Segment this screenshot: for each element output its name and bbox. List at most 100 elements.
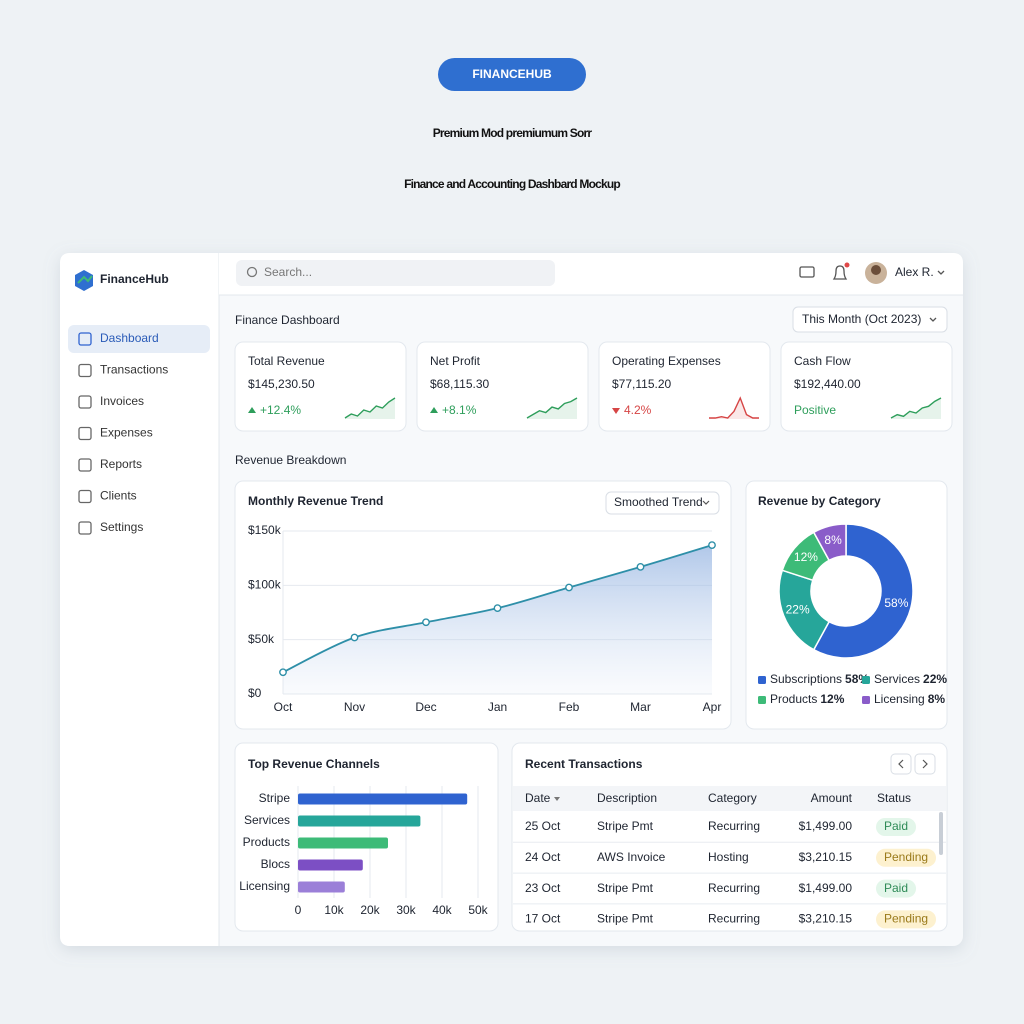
kpi-arrow — [430, 407, 438, 413]
nav-item[interactable]: Reports — [78, 457, 142, 472]
search-box[interactable] — [236, 260, 555, 286]
legend-value: 8% — [928, 692, 946, 706]
x-tick-label: Dec — [415, 700, 436, 714]
nav-item[interactable]: Clients — [78, 489, 137, 504]
mail-icon[interactable] — [799, 266, 815, 278]
y-tick-label: $0 — [248, 686, 262, 700]
nav-item[interactable]: Transactions — [78, 363, 168, 378]
cell: 17 Oct — [525, 912, 561, 926]
status-text: Paid — [884, 881, 908, 895]
legend-entry: Products 12% — [770, 692, 845, 706]
kpi-change: Positive — [794, 403, 836, 417]
period: This Month (Oct 2023) — [802, 312, 921, 326]
scrollbar — [939, 812, 943, 855]
y-tick-label: Blocs — [261, 857, 290, 871]
nav-label: Expenses — [100, 426, 153, 440]
nav-icon — [78, 426, 92, 441]
x-tick-label: Mar — [630, 700, 651, 714]
nav-icon — [78, 489, 92, 504]
legend-name: Subscriptions — [770, 672, 842, 686]
trend-select[interactable] — [605, 491, 720, 515]
pager-button[interactable] — [914, 753, 936, 775]
kpi-value: $145,230.50 — [248, 377, 315, 391]
cell: Stripe Pmt — [597, 819, 654, 833]
pager-button[interactable] — [890, 753, 912, 775]
column-header: Date — [525, 791, 551, 805]
column-header: Description — [597, 791, 657, 805]
sparkline — [526, 397, 578, 419]
nav-item[interactable]: Settings — [78, 520, 143, 535]
nav-item[interactable]: Invoices — [78, 394, 144, 409]
sparkline-area — [709, 398, 759, 419]
kpi-change: +12.4% — [260, 403, 301, 417]
nav-label: Dashboard — [100, 331, 159, 345]
cell: $3,210.15 — [799, 850, 853, 864]
sparkline — [344, 397, 396, 419]
search-icon — [246, 266, 258, 278]
kpi-card — [598, 341, 771, 432]
period-chevron — [929, 317, 937, 322]
x-tick-label: Feb — [559, 700, 580, 714]
status-pill — [876, 818, 917, 836]
column-header: Amount — [811, 791, 853, 805]
bell-dot — [844, 262, 850, 268]
chart-title: Revenue by Category — [758, 494, 881, 508]
y-tick-label: Services — [244, 813, 290, 827]
nav-label: Clients — [100, 489, 137, 503]
x-tick-label: 40k — [432, 903, 452, 917]
cell: $3,210.15 — [799, 912, 853, 926]
nav-item[interactable]: Dashboard — [68, 325, 210, 353]
select-chevron — [702, 500, 710, 505]
point — [565, 583, 573, 592]
legend-entry: Subscriptions 58% — [770, 672, 869, 686]
slice-label: 22% — [786, 602, 810, 616]
sparkline-area — [345, 398, 395, 419]
y-tick-label: $100k — [248, 578, 282, 592]
cell: $1,499.00 — [799, 881, 853, 895]
point — [422, 618, 430, 627]
nav-item[interactable]: Expenses — [78, 426, 153, 441]
cell: Stripe Pmt — [597, 881, 654, 895]
nav-label: Reports — [100, 457, 142, 471]
cell: 23 Oct — [525, 881, 561, 895]
nav-label: Settings — [100, 520, 143, 534]
bar — [298, 793, 468, 805]
nav-label: Invoices — [100, 394, 144, 408]
point — [493, 604, 502, 613]
sparkline-area — [527, 398, 577, 419]
y-tick-label: Stripe — [259, 791, 291, 805]
bar — [298, 837, 388, 849]
kpi-arrow — [612, 408, 620, 414]
status-text: Paid — [884, 819, 908, 833]
cell: 25 Oct — [525, 819, 561, 833]
cell: $1,499.00 — [799, 819, 853, 833]
table-card — [511, 742, 948, 932]
area — [283, 545, 712, 694]
kpi-value: $192,440.00 — [794, 377, 861, 391]
chart-title: Top Revenue Channels — [248, 757, 380, 771]
status-pill — [876, 848, 937, 867]
search-placeholder: Search... — [264, 265, 312, 279]
slice-label: 8% — [824, 533, 842, 547]
bar — [298, 881, 345, 893]
nav-icon — [78, 363, 92, 378]
point — [279, 668, 287, 677]
legend-name: Licensing — [874, 692, 925, 706]
legend-swatch — [862, 696, 870, 704]
section-title: Revenue Breakdown — [235, 453, 346, 467]
x-tick-label: 20k — [360, 903, 380, 917]
point — [636, 562, 645, 571]
slice-label: 58% — [884, 596, 908, 610]
period-select[interactable] — [792, 306, 948, 333]
x-tick-label: Jan — [488, 700, 507, 714]
column-header: Status — [877, 791, 911, 805]
trend-select-label: Smoothed Trend — [614, 495, 703, 509]
bar — [298, 815, 421, 827]
kpi-change: +8.1% — [442, 403, 477, 417]
table-title: Recent Transactions — [525, 757, 643, 771]
x-tick-label: Nov — [344, 700, 365, 714]
legend-value: 12% — [820, 692, 844, 706]
bell-icon[interactable] — [832, 265, 848, 280]
user-name: Alex R. — [895, 265, 934, 279]
